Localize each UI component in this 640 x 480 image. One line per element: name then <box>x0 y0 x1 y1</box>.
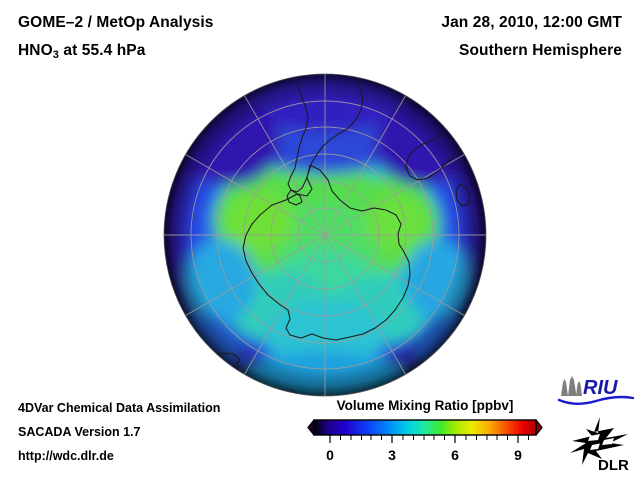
species-level: at 55.4 hPa <box>58 42 146 59</box>
dlr-logo: DLR <box>570 417 629 473</box>
riu-wave-icon <box>557 395 635 405</box>
colorbar-tick-2: 6 <box>451 447 459 463</box>
colorbar-title: Volume Mixing Ratio [ppbv] <box>336 398 514 413</box>
colorbar-gradient <box>314 420 536 435</box>
hemisphere-label: Southern Hemisphere <box>459 42 622 59</box>
colorbar: Volume Mixing Ratio [ppbv] <box>300 398 550 476</box>
footer-method: 4DVar Chemical Data Assimilation <box>18 401 221 415</box>
dlr-mark-cutouts <box>588 434 614 450</box>
footer-url[interactable]: http://wdc.dlr.de <box>18 449 114 463</box>
colorbar-tick-1: 3 <box>388 447 396 463</box>
dlr-mark-icon <box>570 417 628 465</box>
globe-map <box>160 72 490 402</box>
riu-logo: RIU <box>557 376 635 405</box>
valid-datetime: Jan 28, 2010, 12:00 GMT <box>441 14 622 31</box>
map-data-layer <box>164 74 486 396</box>
colorbar-frame <box>313 419 537 436</box>
colorbar-scale: 0 3 6 9 <box>307 419 543 463</box>
dlr-wordmark: DLR <box>598 457 629 473</box>
colorbar-extend-low <box>307 419 315 436</box>
coastline-antarctica <box>242 164 411 341</box>
globe-outline <box>163 73 487 397</box>
colorbar-ticks <box>329 435 529 443</box>
page-title-instrument: GOME–2 / MetOp Analysis <box>18 14 214 31</box>
footer-version: SACADA Version 1.7 <box>18 425 141 439</box>
coastline-south-america <box>287 74 364 193</box>
riu-towers-icon <box>561 376 582 396</box>
coastline-madagascar <box>455 183 471 207</box>
colorbar-tick-3: 9 <box>514 447 522 463</box>
orthographic-projection <box>163 73 487 397</box>
riu-wordmark: RIU <box>583 377 618 399</box>
species-name: HNO <box>18 42 53 59</box>
species-subscript: 3 <box>52 49 59 61</box>
coastline-patagonia-tip <box>286 189 303 206</box>
coastline-tasmania <box>253 383 265 395</box>
colorbar-tick-0: 0 <box>326 447 334 463</box>
graticule <box>164 74 486 396</box>
page-title-species: HNO3 at 55.4 hPa <box>18 42 146 61</box>
colorbar-extend-high <box>535 419 543 436</box>
